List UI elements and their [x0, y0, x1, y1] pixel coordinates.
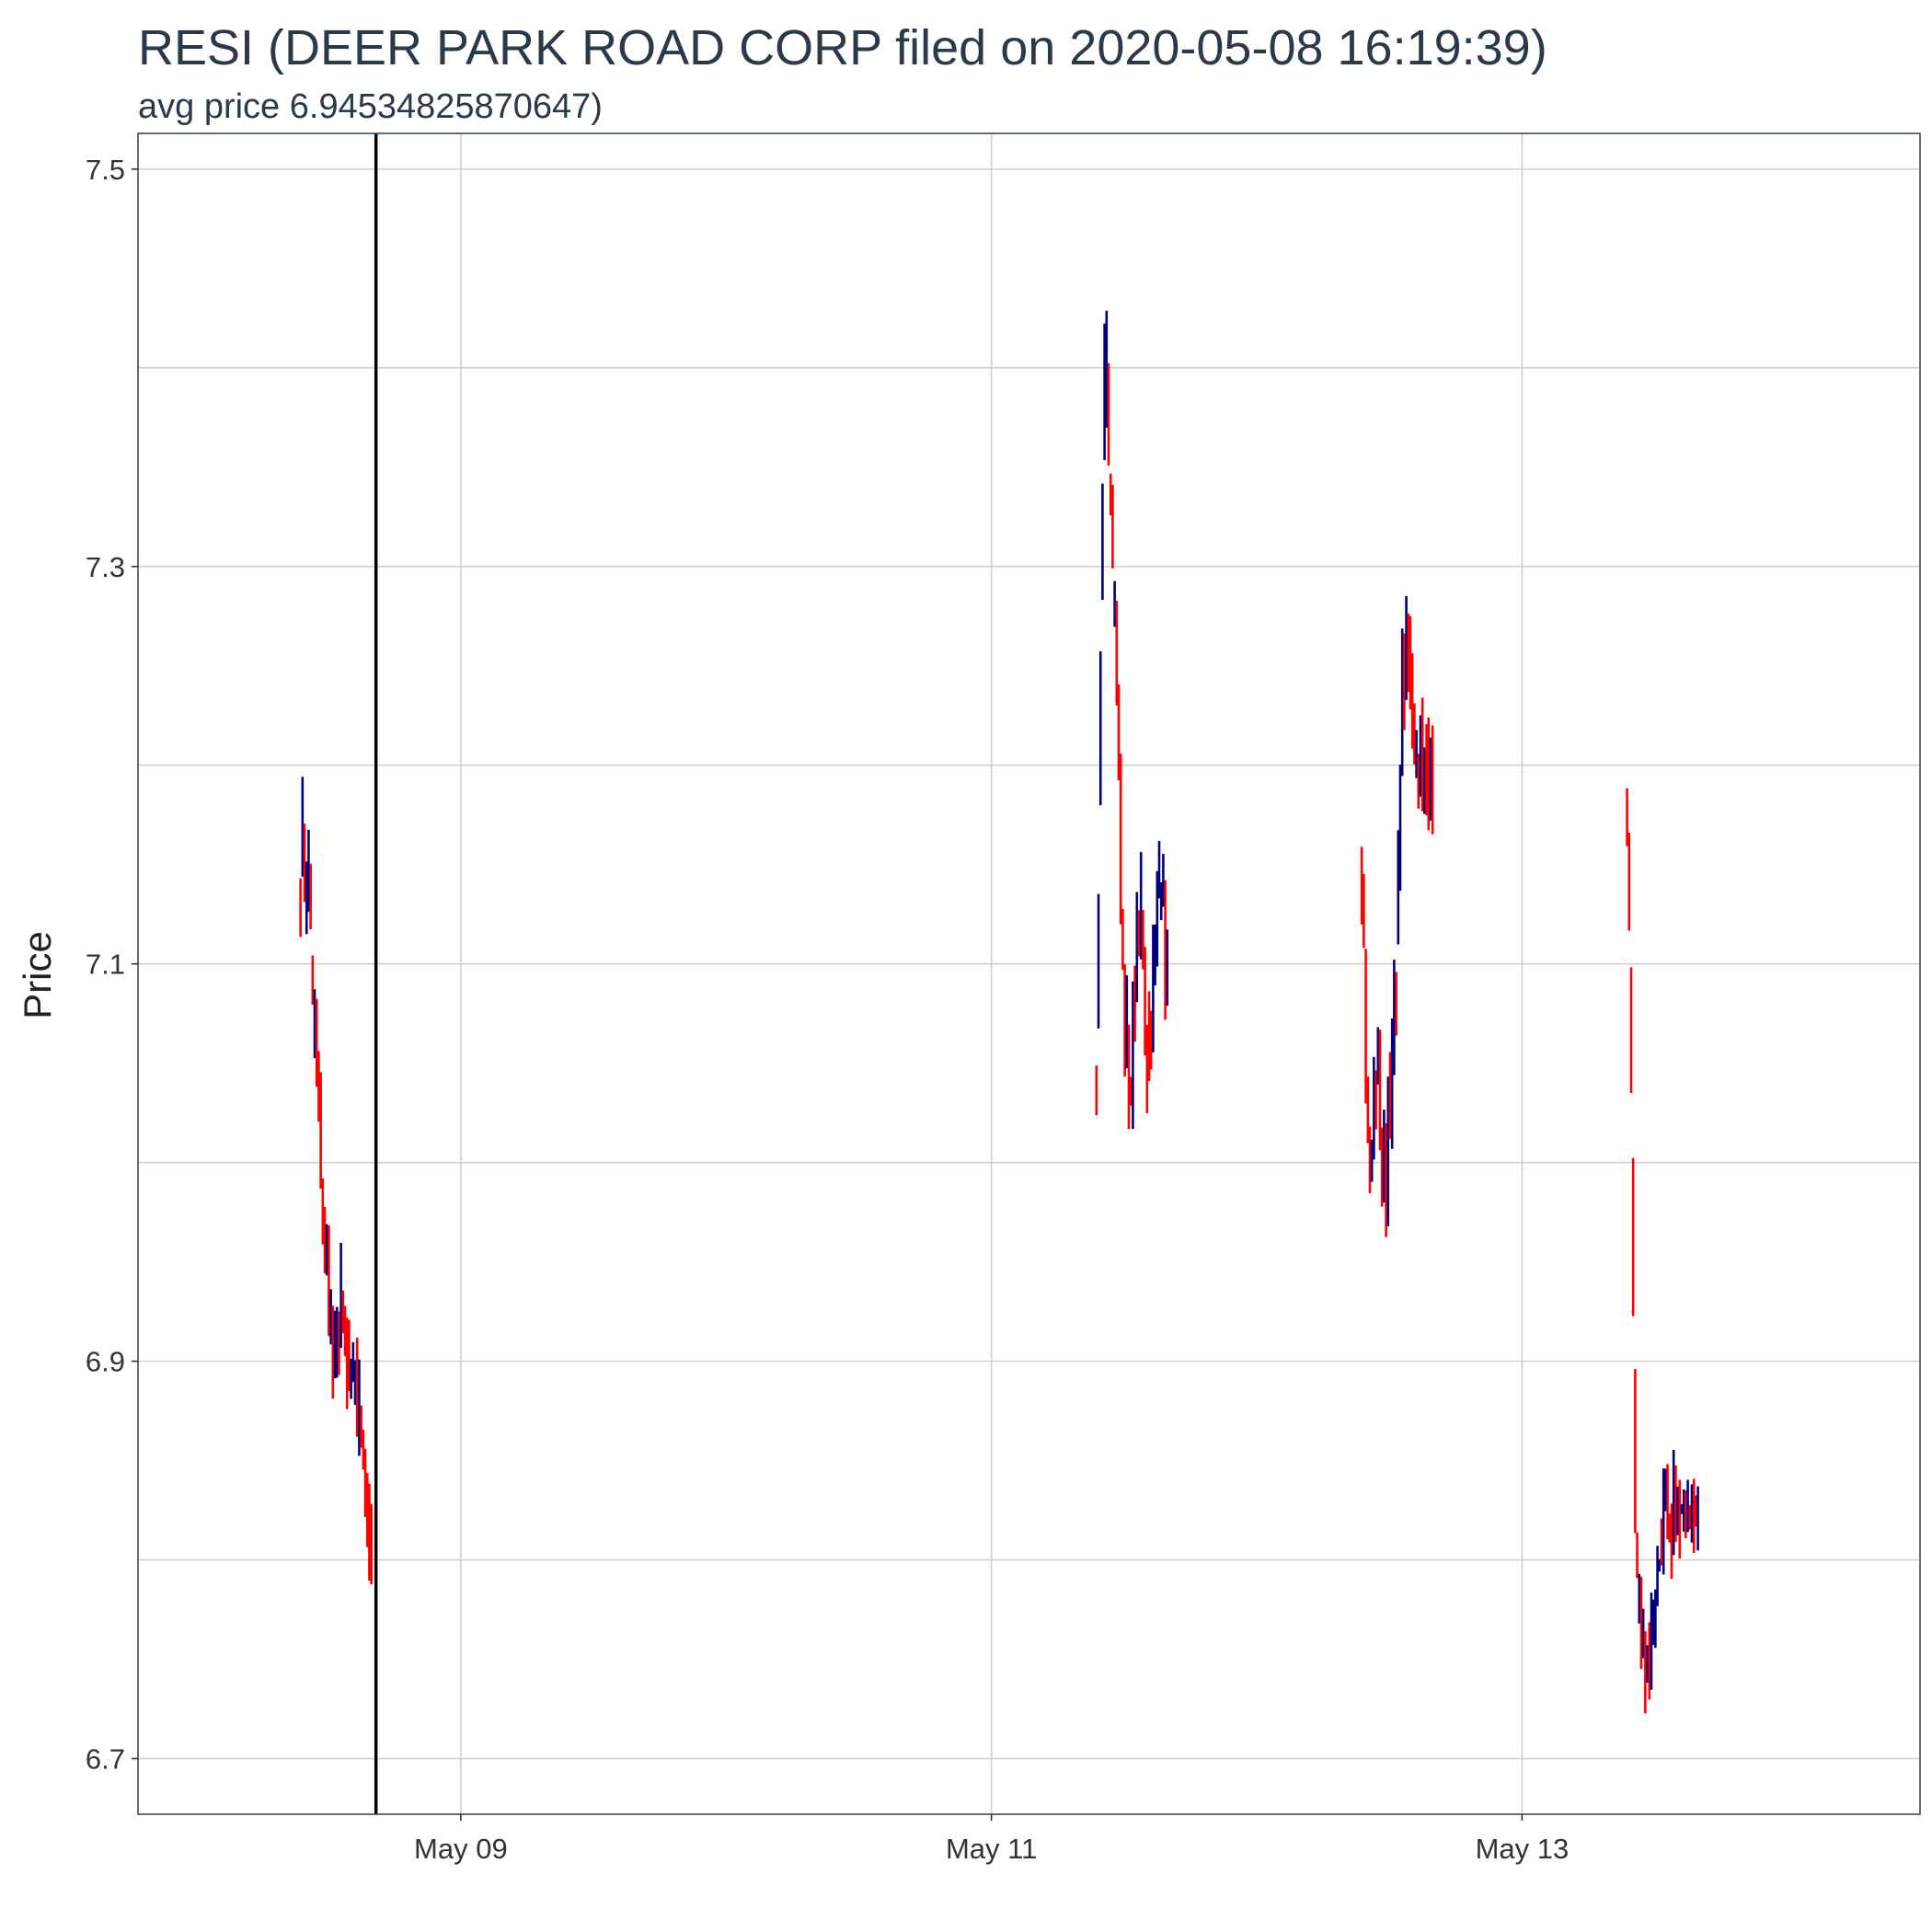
y-tick-label: 7.5: [86, 154, 125, 186]
y-tick-label: 6.7: [86, 1743, 125, 1776]
candles: [299, 310, 1699, 1714]
y-tick-label: 7.3: [86, 551, 125, 583]
x-tick-label: May 09: [414, 1833, 508, 1865]
x-tick-label: May 13: [1476, 1833, 1570, 1865]
y-axis-ticks: 6.7 6.9 7.1 7.3 7.5: [86, 154, 138, 1776]
grid-layer: [138, 133, 1920, 1814]
x-tick-label: May 11: [946, 1833, 1037, 1865]
y-tick-label: 6.9: [86, 1346, 125, 1378]
y-axis-label: Price: [16, 931, 59, 1019]
chart-title: RESI (DEER PARK ROAD CORP filed on 2020-…: [138, 20, 1547, 75]
plot-frame: [137, 132, 1921, 1815]
x-axis-ticks: May 09 May 11 May 13: [414, 1814, 1569, 1865]
y-tick-label: 7.1: [86, 949, 125, 981]
chart-subtitle: avg price 6.94534825870647): [138, 87, 603, 126]
